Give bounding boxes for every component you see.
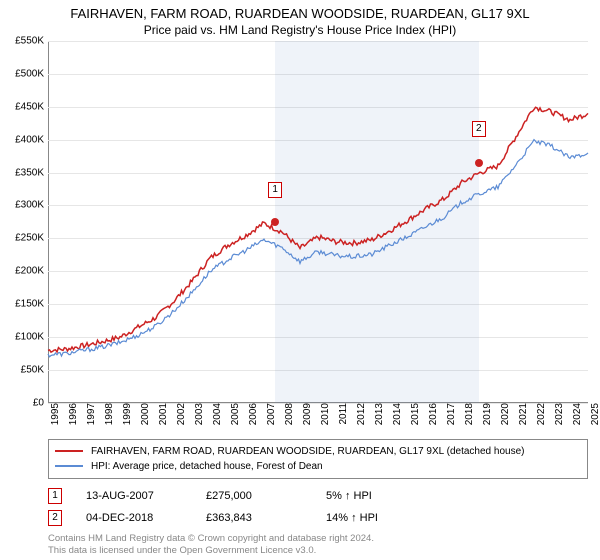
y-tick-label: £50K	[21, 364, 48, 375]
x-tick-label: 2011	[336, 403, 349, 425]
y-tick-label: £450K	[15, 101, 48, 112]
x-tick-label: 2016	[426, 403, 439, 425]
footer-line2: This data is licensed under the Open Gov…	[48, 545, 588, 557]
x-tick-label: 2018	[462, 403, 475, 425]
x-tick-label: 2009	[300, 403, 313, 425]
x-tick-label: 2000	[138, 403, 151, 425]
footer-attribution: Contains HM Land Registry data © Crown c…	[48, 533, 588, 558]
y-tick-label: £100K	[15, 332, 48, 343]
x-tick-label: 2013	[372, 403, 385, 425]
chart-plot-area: £0£50K£100K£150K£200K£250K£300K£350K£400…	[48, 41, 588, 403]
marker-date: 13-AUG-2007	[86, 490, 206, 502]
x-tick-label: 2023	[552, 403, 565, 425]
x-tick-label: 2019	[480, 403, 493, 425]
marker-date: 04-DEC-2018	[86, 512, 206, 524]
marker-delta: 14% ↑ HPI	[326, 512, 446, 524]
legend-label: FAIRHAVEN, FARM ROAD, RUARDEAN WOODSIDE,…	[91, 444, 524, 459]
marker-delta: 5% ↑ HPI	[326, 490, 446, 502]
x-tick-label: 2008	[282, 403, 295, 425]
x-tick-label: 2005	[228, 403, 241, 425]
y-tick-label: £200K	[15, 266, 48, 277]
legend-swatch	[55, 450, 83, 452]
series-line	[48, 139, 588, 356]
x-tick-label: 2006	[246, 403, 259, 425]
legend-swatch	[55, 465, 83, 467]
y-tick-label: £400K	[15, 134, 48, 145]
x-tick-label: 2025	[588, 403, 600, 425]
y-tick-label: £350K	[15, 167, 48, 178]
x-tick-label: 2015	[408, 403, 421, 425]
legend: FAIRHAVEN, FARM ROAD, RUARDEAN WOODSIDE,…	[48, 439, 588, 479]
marker-key-2: 2	[48, 510, 62, 526]
x-tick-label: 2024	[570, 403, 583, 425]
chart-title-line2: Price paid vs. HM Land Registry's House …	[0, 23, 600, 41]
y-tick-label: £250K	[15, 233, 48, 244]
marker-key-1: 1	[48, 488, 62, 504]
x-tick-label: 1997	[84, 403, 97, 425]
series-svg	[48, 41, 588, 403]
x-tick-label: 2010	[318, 403, 331, 425]
legend-row: HPI: Average price, detached house, Fore…	[55, 459, 581, 474]
x-tick-label: 2017	[444, 403, 457, 425]
x-tick-label: 2020	[498, 403, 511, 425]
marker-table-row: 2 04-DEC-2018£363,84314% ↑ HPI	[48, 507, 588, 529]
marker-table-row: 1 13-AUG-2007£275,0005% ↑ HPI	[48, 485, 588, 507]
legend-row: FAIRHAVEN, FARM ROAD, RUARDEAN WOODSIDE,…	[55, 444, 581, 459]
marker-dot	[475, 159, 483, 167]
x-tick-label: 2022	[534, 403, 547, 425]
y-tick-label: £0	[33, 397, 48, 408]
marker-price: £363,843	[206, 512, 326, 524]
marker-label-1: 1	[268, 182, 282, 198]
x-tick-label: 2012	[354, 403, 367, 425]
x-tick-label: 2007	[264, 403, 277, 425]
x-tick-label: 2003	[192, 403, 205, 425]
x-tick-label: 1999	[120, 403, 133, 425]
marker-price: £275,000	[206, 490, 326, 502]
x-tick-label: 2002	[174, 403, 187, 425]
y-tick-label: £550K	[15, 35, 48, 46]
footer-line1: Contains HM Land Registry data © Crown c…	[48, 533, 588, 545]
x-tick-label: 1995	[48, 403, 61, 425]
y-tick-label: £500K	[15, 68, 48, 79]
chart-container: FAIRHAVEN, FARM ROAD, RUARDEAN WOODSIDE,…	[0, 0, 600, 560]
chart-title-line1: FAIRHAVEN, FARM ROAD, RUARDEAN WOODSIDE,…	[0, 0, 600, 23]
y-tick-label: £300K	[15, 200, 48, 211]
legend-label: HPI: Average price, detached house, Fore…	[91, 459, 323, 474]
x-tick-label: 2014	[390, 403, 403, 425]
marker-label-2: 2	[472, 121, 486, 137]
marker-dot	[271, 218, 279, 226]
y-tick-label: £150K	[15, 299, 48, 310]
x-tick-label: 1996	[66, 403, 79, 425]
x-tick-label: 1998	[102, 403, 115, 425]
marker-table: 1 13-AUG-2007£275,0005% ↑ HPI 2 04-DEC-2018…	[48, 485, 588, 529]
series-line	[48, 107, 588, 352]
x-tick-label: 2004	[210, 403, 223, 425]
x-tick-label: 2021	[516, 403, 529, 425]
x-tick-label: 2001	[156, 403, 169, 425]
